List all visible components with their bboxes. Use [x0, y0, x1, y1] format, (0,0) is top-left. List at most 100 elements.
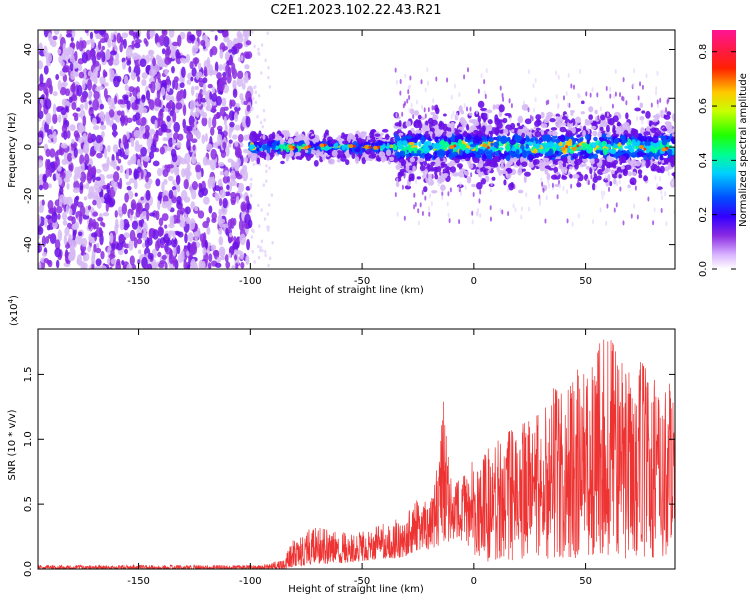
spectrogram-cell — [499, 85, 502, 91]
spectrogram-cell — [466, 124, 470, 131]
spectrogram-cell — [61, 158, 68, 166]
spectrogram-cell — [427, 206, 430, 212]
spectrogram-cell — [225, 227, 229, 236]
spectrogram-cell — [501, 92, 504, 98]
spectrogram-cell — [518, 189, 524, 194]
spectrogram-cell — [230, 170, 236, 183]
spectrogram-cell — [407, 89, 410, 95]
spectrogram-cell — [641, 119, 644, 125]
spectrogram-cell — [518, 125, 524, 130]
spectrogram-cell — [430, 200, 433, 206]
spectrogram-cell — [560, 146, 566, 151]
spectrogram-cell — [531, 116, 534, 122]
spectrogram-cell — [146, 209, 150, 222]
spectrogram-cell — [103, 82, 109, 87]
spectrogram-cell — [259, 120, 263, 125]
spectrogram-cell — [308, 153, 314, 159]
spectrogram-cell — [134, 192, 138, 197]
spectrogram-cell — [534, 144, 541, 149]
spectrogram-cell — [87, 245, 92, 253]
spectrogram-cell — [562, 95, 565, 101]
spectrogram-cell — [260, 43, 264, 47]
spectrogram-cell — [322, 156, 326, 161]
spectrogram-cell — [613, 94, 616, 100]
spectrogram-cell — [489, 130, 493, 138]
spectrogram-cell — [245, 90, 252, 103]
spectrogram-cell — [206, 69, 213, 76]
spectrogram-cell — [656, 183, 659, 189]
spectrogram-cell — [489, 205, 492, 211]
spectrogram-cell — [415, 129, 421, 135]
spectrogram-cell — [175, 49, 180, 59]
spectrogram-cell — [446, 201, 449, 207]
spectrogram-cell — [82, 115, 87, 127]
spectrogram-cell — [472, 139, 477, 145]
spectrogram-cell — [553, 166, 559, 174]
spectrogram-cell — [131, 52, 139, 61]
spectrogram-cell — [650, 168, 658, 172]
snr-y-scale-note: (x104) — [7, 295, 20, 326]
spectrogram-cell — [196, 30, 202, 38]
spectrogram-cell — [544, 167, 549, 175]
spectrogram-cell — [250, 235, 254, 239]
spectrogram-cell — [250, 177, 253, 182]
spectrogram-cell — [245, 209, 250, 214]
spectrogram-cell — [252, 96, 255, 101]
spectrogram-cell — [124, 192, 129, 203]
spectrogram-cell — [660, 189, 663, 195]
x-tick-label: 0 — [471, 576, 477, 587]
spectrogram-cell — [259, 248, 262, 253]
colorbar-ticks: 0.00.20.40.60.8 — [698, 44, 736, 277]
spectrogram-cell — [231, 46, 238, 55]
spectrogram-cell — [45, 158, 49, 170]
spectrogram-cell — [116, 110, 122, 116]
spectrogram-cell — [636, 214, 639, 220]
spectrogram-cell — [471, 210, 474, 216]
spectrogram-cell — [161, 213, 169, 222]
spectrogram-cell — [103, 192, 111, 205]
snr-line — [38, 339, 675, 569]
spectrogram-cell — [671, 180, 674, 186]
spectrogram-cell — [572, 84, 575, 90]
spectrogram-cell — [191, 138, 198, 144]
spectrogram-cell — [634, 185, 637, 191]
spectrogram-cell — [154, 97, 162, 107]
spectrogram-cell — [542, 187, 545, 193]
spectrogram-cell — [210, 69, 218, 76]
spectrogram-cell — [194, 57, 198, 67]
spectrogram-cell — [627, 171, 633, 177]
spectrogram-cell — [630, 213, 633, 219]
spectrogram-cell — [135, 202, 141, 213]
spectrogram-cell — [666, 111, 672, 116]
spectrogram-cell — [245, 255, 250, 265]
spectrogram-cell — [423, 107, 426, 113]
spectrogram-cell — [121, 259, 125, 266]
spectrogram-cell — [245, 186, 251, 191]
spectrogram-cell — [412, 165, 417, 172]
spectrogram-cell — [149, 128, 156, 135]
spectrogram-cell — [97, 85, 104, 91]
spectrogram-cell — [99, 233, 104, 246]
spectrogram-cell — [572, 174, 580, 179]
spectrogram-cell — [66, 183, 70, 190]
x-tick-label: 50 — [579, 576, 592, 587]
spectrogram-cell — [553, 113, 556, 119]
spectrogram-cell — [622, 220, 625, 226]
spectrogram-cell — [233, 112, 239, 123]
spectrogram-cell — [656, 99, 659, 105]
spectrogram-cell — [194, 206, 199, 212]
spectrogram-cell — [550, 174, 558, 180]
spectrogram-cell — [524, 118, 532, 125]
spectrogram-cell — [544, 218, 547, 224]
spectrogram-cell — [455, 129, 462, 133]
spectrogram-cell — [555, 94, 558, 100]
spectrogram-cell — [385, 133, 390, 140]
spectrogram-cell — [289, 149, 294, 157]
spectrogram-cell — [198, 259, 204, 269]
spectrogram-cell — [399, 90, 402, 96]
spectrogram-cell — [398, 126, 402, 130]
spectrogram-cell — [566, 102, 569, 108]
colorbar-label: Normalized spectral amplitude — [738, 73, 749, 227]
spectrogram-cell — [599, 106, 602, 112]
